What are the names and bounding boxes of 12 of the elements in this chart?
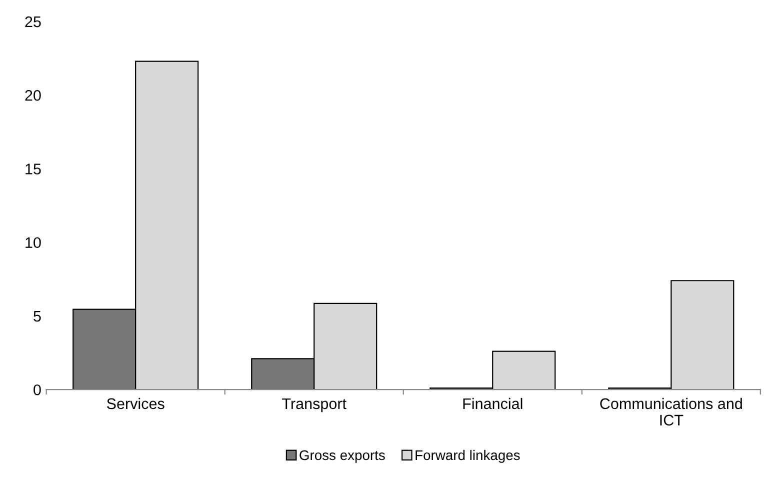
legend-label: Gross exports (300, 450, 385, 463)
y-tick-label: 20 (25, 90, 41, 101)
y-tick-label: 15 (26, 164, 41, 174)
x-tick-label: Financial (463, 398, 522, 410)
x-tick-label: Services (106, 398, 164, 410)
y-tick-label: 25 (25, 16, 41, 28)
x-tick-label: Transport (282, 398, 346, 412)
x-tick-label: Communications and ICT (600, 398, 742, 426)
y-tick-label: 5 (34, 310, 41, 322)
legend-label: Forward linkages (416, 450, 520, 463)
y-tick-label: 0 (34, 384, 41, 396)
y-tick-label: 10 (26, 237, 41, 248)
